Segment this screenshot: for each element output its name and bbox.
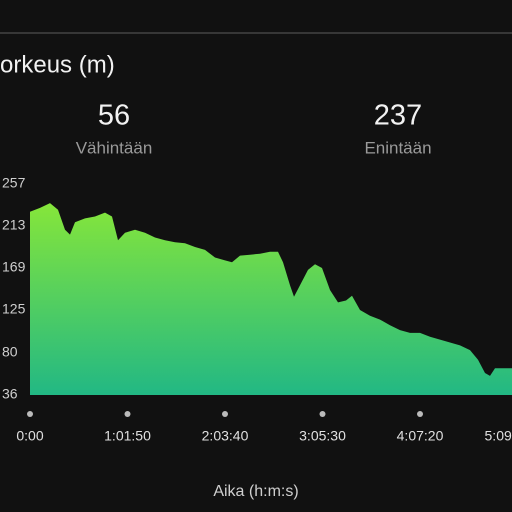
x-tick-label: 1:01:50 (104, 428, 151, 444)
x-tick-dot (222, 411, 229, 417)
x-tick-dot (417, 411, 424, 417)
stat-value: 237 (374, 100, 422, 132)
x-axis-label: Aika (h:m:s) (213, 483, 298, 500)
y-tick-label: 257 (2, 175, 26, 191)
x-tick-label: 4:07:20 (397, 428, 444, 444)
x-tick-dot (319, 411, 326, 417)
stat-value: 56 (98, 100, 130, 132)
x-tick-label: 5:09 (485, 428, 512, 444)
stat-label: Vähintään (76, 138, 153, 157)
x-tick-label: 0:00 (16, 428, 43, 444)
elevation-area (30, 203, 512, 395)
x-tick-label: 2:03:40 (202, 428, 249, 444)
y-tick-label: 213 (2, 217, 26, 233)
stat-label: Enintään (364, 138, 431, 157)
y-tick-label: 36 (2, 386, 18, 402)
x-tick-dot (27, 411, 33, 417)
x-tick-dot (124, 411, 131, 417)
x-tick-label: 3:05:30 (299, 428, 346, 444)
y-tick-label: 80 (2, 344, 18, 360)
y-tick-label: 125 (2, 301, 26, 317)
title: orkeus (m) (0, 51, 115, 78)
y-tick-label: 169 (2, 259, 26, 275)
